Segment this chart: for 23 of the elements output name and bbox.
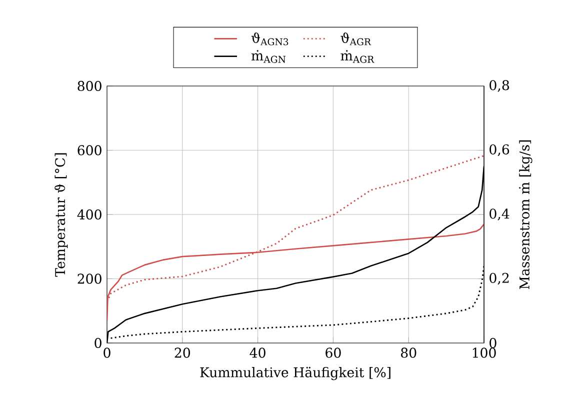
x-axis-title: Kummulative Häufigkeit [%] bbox=[200, 366, 390, 380]
y-tick-label: 0 bbox=[94, 338, 102, 348]
y-axis-title: Temperatur ϑ [°C] bbox=[54, 153, 68, 277]
y2-tick-label: 0 bbox=[490, 338, 496, 348]
y-tick-label: 200 bbox=[78, 274, 102, 284]
y2-tick-label: 0,8 bbox=[490, 80, 510, 92]
y2-tick-label: 0,4 bbox=[490, 208, 510, 220]
y-tick-label: 600 bbox=[78, 145, 102, 156]
y2-tick-label: 0,6 bbox=[490, 144, 510, 156]
y-tick-label: 400 bbox=[77, 209, 102, 220]
legend-label: ϑ$_{AGN3}$ bbox=[251, 32, 288, 46]
x-tick-label: 80 bbox=[401, 348, 416, 358]
legend-label: ṁ$_{AGR}$ bbox=[340, 50, 374, 63]
legend-label: ṁ$_{AGN}$ bbox=[251, 50, 286, 63]
legend-label: ϑ$_{AGR}$ bbox=[340, 32, 372, 46]
y2-axis-title: Massenstrom ṁ [kg/s] bbox=[519, 140, 532, 290]
y-tick-label: 800 bbox=[78, 80, 102, 92]
x-tick-label: 60 bbox=[326, 348, 341, 358]
x-tick-label: 20 bbox=[174, 348, 190, 358]
x-tick-label: 40 bbox=[250, 348, 266, 358]
x-tick-label: 100 bbox=[472, 348, 496, 358]
y2-tick-label: 0,2 bbox=[490, 272, 509, 285]
x-tick-label: 0 bbox=[104, 348, 110, 358]
